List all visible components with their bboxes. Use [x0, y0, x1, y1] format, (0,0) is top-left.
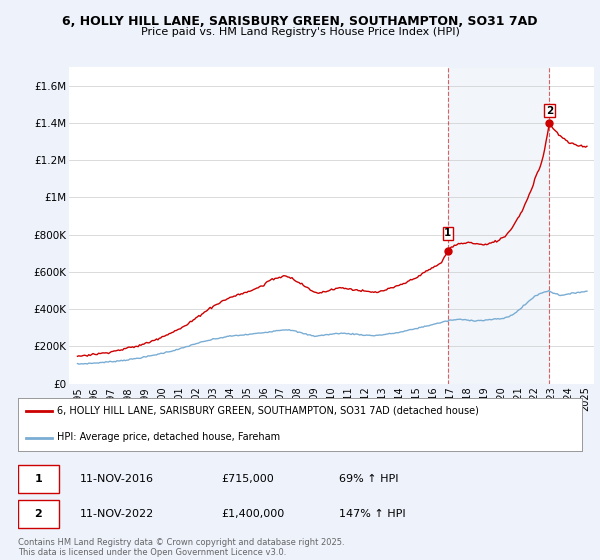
Text: 11-NOV-2016: 11-NOV-2016	[80, 474, 154, 484]
Text: Contains HM Land Registry data © Crown copyright and database right 2025.
This d: Contains HM Land Registry data © Crown c…	[18, 538, 344, 557]
Text: HPI: Average price, detached house, Fareham: HPI: Average price, detached house, Fare…	[58, 432, 281, 442]
Bar	[448, 67, 550, 384]
FancyBboxPatch shape	[18, 465, 59, 493]
Text: 1: 1	[444, 228, 451, 239]
Text: £715,000: £715,000	[221, 474, 274, 484]
Text: 2: 2	[34, 509, 42, 519]
Text: 1: 1	[34, 474, 42, 484]
Text: 11-NOV-2022: 11-NOV-2022	[80, 509, 154, 519]
Text: £1,400,000: £1,400,000	[221, 509, 284, 519]
Text: 2: 2	[546, 106, 553, 115]
Text: 6, HOLLY HILL LANE, SARISBURY GREEN, SOUTHAMPTON, SO31 7AD (detached house): 6, HOLLY HILL LANE, SARISBURY GREEN, SOU…	[58, 406, 479, 416]
Text: 69% ↑ HPI: 69% ↑ HPI	[340, 474, 399, 484]
FancyBboxPatch shape	[18, 500, 59, 528]
Text: 147% ↑ HPI: 147% ↑ HPI	[340, 509, 406, 519]
Text: Price paid vs. HM Land Registry's House Price Index (HPI): Price paid vs. HM Land Registry's House …	[140, 27, 460, 37]
Text: 6, HOLLY HILL LANE, SARISBURY GREEN, SOUTHAMPTON, SO31 7AD: 6, HOLLY HILL LANE, SARISBURY GREEN, SOU…	[62, 15, 538, 28]
